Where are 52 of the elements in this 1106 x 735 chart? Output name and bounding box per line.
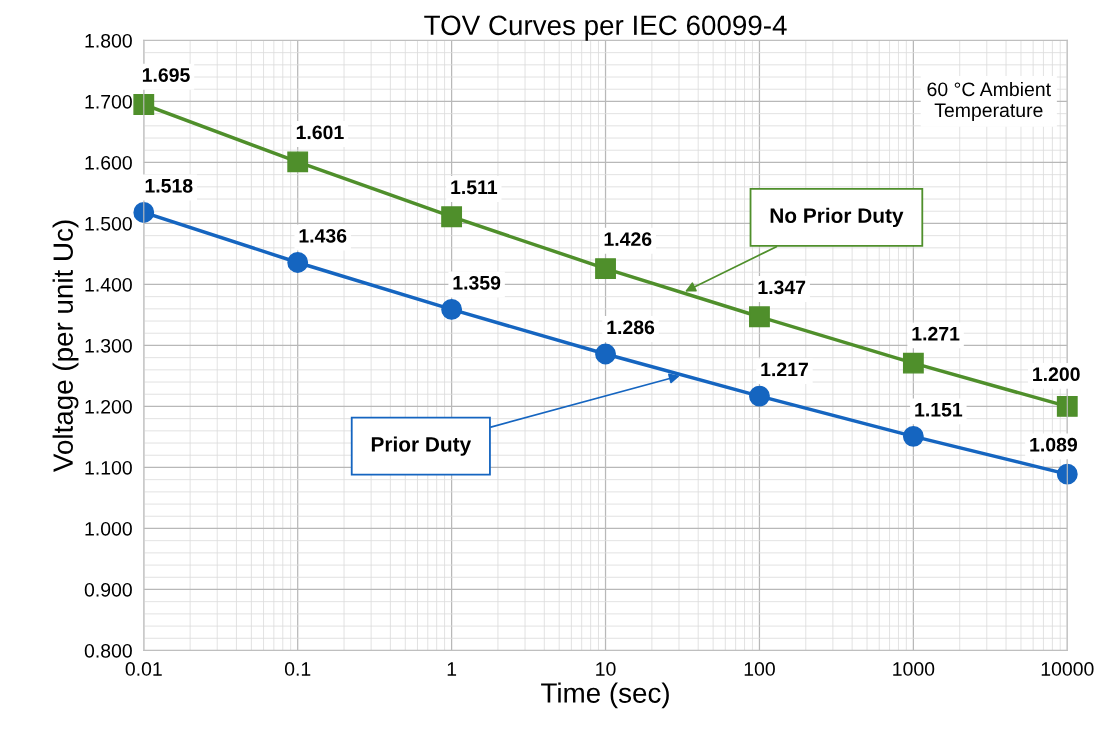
- annotation: 60 °C Ambient Temperature: [927, 81, 1051, 121]
- y-tick-label: 0.800: [84, 643, 132, 658]
- point: [749, 385, 770, 407]
- y-tick-label: 1.800: [85, 33, 132, 48]
- point: [595, 343, 616, 365]
- x-axis-title: Time (sec): [541, 682, 669, 709]
- text: Prior Duty: [371, 436, 472, 456]
- data-label: 1.347: [758, 280, 806, 295]
- data-label: 1.286: [607, 320, 655, 335]
- x-tick-label: 100: [744, 662, 775, 676]
- y-tick-label: 1.000: [85, 521, 132, 536]
- data-label: 1.359: [453, 275, 501, 290]
- y-tick-label: 1.100: [85, 460, 132, 475]
- point: [287, 151, 309, 173]
- x-tick-label: 0.1: [284, 662, 311, 676]
- data-label: 1.200: [1033, 367, 1080, 382]
- data-label: 1.217: [761, 362, 808, 377]
- data-label: 1.271: [912, 326, 960, 341]
- x-tick-label: 1: [447, 662, 457, 676]
- y-tick-label: 1.500: [85, 216, 132, 231]
- data-label: 1.151: [915, 403, 963, 417]
- y-tick-label: 1.600: [85, 155, 132, 170]
- y-axis-title: Voltage (per unit Uc): [52, 220, 79, 472]
- point: [902, 352, 924, 374]
- x-tick-label: 10: [596, 662, 616, 676]
- point: [133, 94, 155, 115]
- data-label: 1.511: [451, 180, 498, 195]
- data-label: 1.089: [1030, 437, 1078, 452]
- data-label: 1.436: [299, 228, 347, 243]
- point: [1056, 396, 1078, 417]
- y-tick-label: 1.400: [85, 277, 132, 292]
- point: [749, 306, 770, 328]
- data-label: 1.601: [296, 125, 344, 140]
- point: [287, 252, 309, 273]
- data-label: 1.426: [604, 232, 652, 247]
- point: [133, 202, 155, 223]
- point: [902, 425, 924, 447]
- point: [441, 299, 463, 320]
- x-tick-label: 10000: [1041, 662, 1094, 676]
- data-label: 1.695: [142, 68, 190, 82]
- y-tick-label: 0.900: [84, 582, 132, 597]
- y-tick-label: 1.200: [85, 399, 132, 414]
- data-label: 1.518: [145, 178, 193, 193]
- y-tick-label: 1.300: [85, 338, 132, 353]
- y-tick-label: 1.700: [85, 94, 132, 109]
- x-tick-label: 0.01: [125, 662, 162, 676]
- x-tick-label: 1000: [893, 662, 935, 676]
- point: [441, 206, 463, 228]
- point: [1056, 463, 1078, 485]
- point: [595, 258, 616, 280]
- chart-title: TOV Curves per IEC 60099-4: [424, 15, 787, 41]
- text: No Prior Duty: [770, 207, 904, 228]
